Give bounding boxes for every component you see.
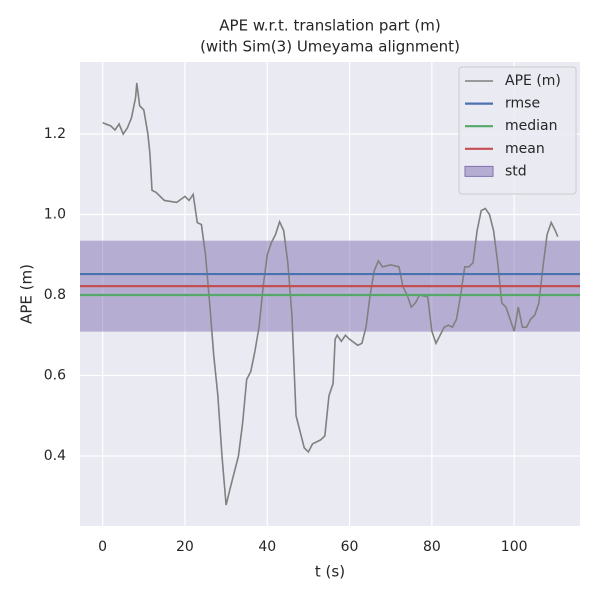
marks <box>80 82 580 506</box>
y-tick-label: 0.4 <box>44 448 66 464</box>
ape-line <box>102 82 559 506</box>
x-tick-label: 20 <box>176 539 194 555</box>
chart-subtitle: (with Sim(3) Umeyama alignment) <box>200 38 460 56</box>
x-tick-label: 100 <box>501 539 528 555</box>
legend-label: rmse <box>505 96 540 112</box>
y-tick-label: 0.6 <box>44 367 66 383</box>
x-tick-label: 0 <box>98 539 107 555</box>
legend-label: median <box>505 118 557 134</box>
x-tick-label: 80 <box>423 539 441 555</box>
chart-title: APE w.r.t. translation part (m) <box>219 17 440 35</box>
legend-label: mean <box>505 141 545 157</box>
legend-label: std <box>505 163 527 179</box>
y-tick-label: 1.2 <box>44 126 66 142</box>
labels: 0 20 40 60 80 100 0.4 0.6 0.8 1.0 1.2 APE (m) rmse me… <box>44 66 577 555</box>
x-tick-label: 60 <box>341 539 359 555</box>
legend-swatch <box>464 165 494 177</box>
y-tick-label: 1.0 <box>44 207 66 223</box>
y-tick-label: 0.8 <box>44 287 66 303</box>
x-axis-label: t (s) <box>315 563 345 581</box>
legend-box <box>458 66 577 195</box>
x-tick-label: 40 <box>258 539 276 555</box>
y-axis-label: APE (m) <box>18 264 36 324</box>
legend-label: APE (m) <box>505 73 561 89</box>
